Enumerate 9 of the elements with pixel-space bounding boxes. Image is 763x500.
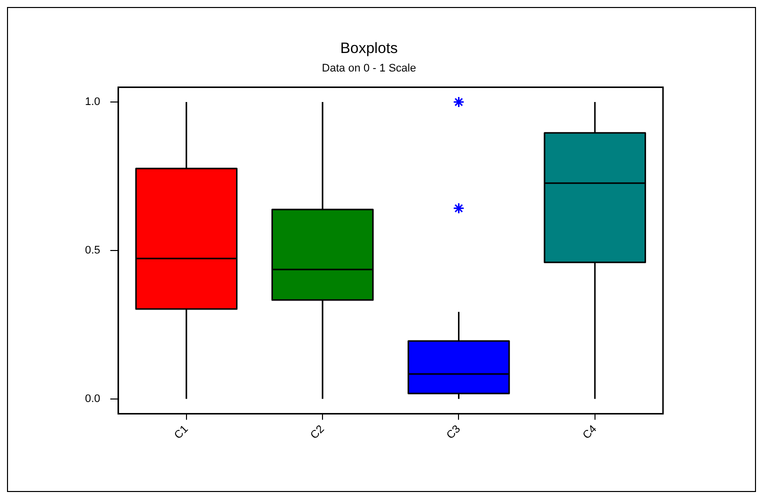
y-tick-label: 1.0 bbox=[84, 96, 100, 108]
x-tick-label: C3 bbox=[444, 423, 463, 442]
chart-subtitle: Data on 0 - 1 Scale bbox=[322, 62, 416, 75]
x-tick-label: C1 bbox=[172, 423, 191, 442]
y-tick-label: 0.5 bbox=[84, 244, 100, 256]
x-tick-label: C2 bbox=[308, 423, 327, 442]
chart-title: Boxplots bbox=[340, 40, 398, 58]
x-tick-label: C4 bbox=[580, 423, 600, 442]
y-tick-label: 0.0 bbox=[84, 392, 100, 405]
